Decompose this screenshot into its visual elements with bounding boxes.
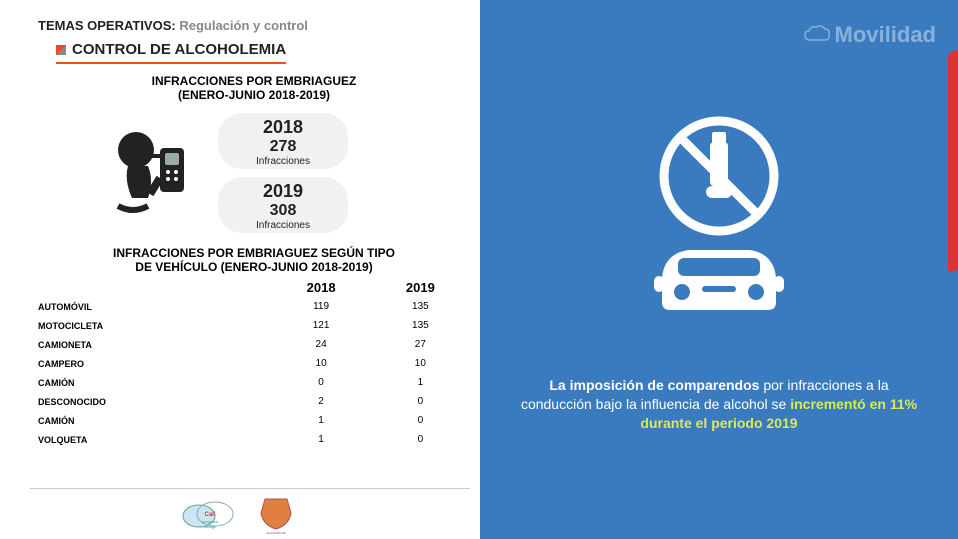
row-label: DESCONOCIDO [38, 392, 271, 411]
row-cell: 121 [271, 316, 370, 335]
cloud-icon [803, 24, 831, 46]
col-2018: 2018 [271, 278, 370, 297]
stats-subtitle: INFRACCIONES POR EMBRIAGUEZ (ENERO-JUNIO… [38, 74, 470, 103]
right-caption: La imposición de comparendos por infracc… [480, 376, 958, 433]
row-label: CAMIÓN [38, 411, 271, 430]
section-title: CONTROL DE ALCOHOLEMIA [56, 41, 470, 58]
stats-column: 2018 278 Infracciones 2019 308 Infraccio… [218, 113, 348, 233]
row-cell: 24 [271, 335, 370, 354]
table-title-line2: DE VEHÍCULO (ENERO-JUNIO 2018-2019) [68, 261, 440, 275]
stat-label: Infracciones [218, 220, 348, 231]
row-cell: 1 [271, 430, 370, 449]
svg-text:contigo: contigo [204, 525, 215, 529]
row-cell: 10 [371, 354, 470, 373]
row-label: CAMIONETA [38, 335, 271, 354]
table-row: CAMPERO1010 [38, 354, 470, 373]
stat-label: Infracciones [218, 156, 348, 167]
table-row: CAMIÓN10 [38, 411, 470, 430]
col-2019: 2019 [371, 278, 470, 297]
row-label: VOLQUETA [38, 430, 271, 449]
row-cell: 27 [371, 335, 470, 354]
stat-value: 278 [218, 138, 348, 156]
row-cell: 0 [371, 430, 470, 449]
col-blank [38, 278, 271, 297]
table-row: VOLQUETA10 [38, 430, 470, 449]
stat-box-2019: 2019 308 Infracciones [218, 177, 348, 233]
stat-value: 308 [218, 202, 348, 220]
row-cell: 0 [371, 392, 470, 411]
stat-year: 2018 [218, 117, 348, 138]
svg-text:ALCALDÍA DE: ALCALDÍA DE [266, 531, 285, 535]
stat-box-2018: 2018 278 Infracciones [218, 113, 348, 169]
breathalyzer-icon [98, 118, 208, 228]
table-row: AUTOMÓVIL119135 [38, 297, 470, 316]
row-cell: 135 [371, 316, 470, 335]
cali-progresa-icon: Cali progresa contigo [181, 496, 239, 534]
row-cell: 2 [271, 392, 370, 411]
caption-part: La imposición de comparendos [549, 377, 763, 393]
table-row: DESCONOCIDO20 [38, 392, 470, 411]
bullet-icon [56, 45, 66, 55]
row-cell: 119 [271, 297, 370, 316]
right-panel: Movilidad [480, 0, 958, 539]
row-label: CAMPERO [38, 354, 271, 373]
stats-subtitle-line2: (ENERO-JUNIO 2018-2019) [38, 88, 470, 102]
row-label: MOTOCICLETA [38, 316, 271, 335]
footer-logos: Cali progresa contigo ALCALDÍA DE [0, 495, 480, 535]
svg-text:progresa: progresa [202, 519, 219, 524]
no-drink-drive-icon [624, 106, 814, 326]
row-label: AUTOMÓVIL [38, 297, 271, 316]
row-cell: 1 [271, 411, 370, 430]
table-row: CAMIONETA2427 [38, 335, 470, 354]
row-cell: 1 [371, 373, 470, 392]
row-cell: 0 [271, 373, 370, 392]
table-row: MOTOCICLETA121135 [38, 316, 470, 335]
footer-divider [30, 488, 470, 489]
movilidad-text: Movilidad [835, 22, 936, 48]
row-cell: 135 [371, 297, 470, 316]
svg-text:Cali: Cali [204, 512, 215, 518]
table-header-row: 2018 2019 [38, 278, 470, 297]
breadcrumb: TEMAS OPERATIVOS: Regulación y control [38, 18, 470, 33]
section-underline [56, 62, 286, 64]
table-row: CAMIÓN01 [38, 373, 470, 392]
red-accent-bar [948, 47, 958, 274]
stat-year: 2019 [218, 181, 348, 202]
alcaldia-cali-icon: ALCALDÍA DE [253, 495, 299, 535]
breadcrumb-sub: Regulación y control [179, 18, 308, 33]
movilidad-logo: Movilidad [803, 22, 936, 48]
breadcrumb-main: TEMAS OPERATIVOS: [38, 18, 176, 33]
row-cell: 0 [371, 411, 470, 430]
section-title-text: CONTROL DE ALCOHOLEMIA [72, 41, 286, 58]
table-title: INFRACCIONES POR EMBRIAGUEZ SEGÚN TIPO D… [38, 247, 470, 275]
row-label: CAMIÓN [38, 373, 271, 392]
table-title-line1: INFRACCIONES POR EMBRIAGUEZ SEGÚN TIPO [68, 247, 440, 261]
row-cell: 10 [271, 354, 370, 373]
stats-subtitle-line1: INFRACCIONES POR EMBRIAGUEZ [38, 74, 470, 88]
infractions-table: 2018 2019 AUTOMÓVIL119135MOTOCICLETA1211… [38, 278, 470, 449]
